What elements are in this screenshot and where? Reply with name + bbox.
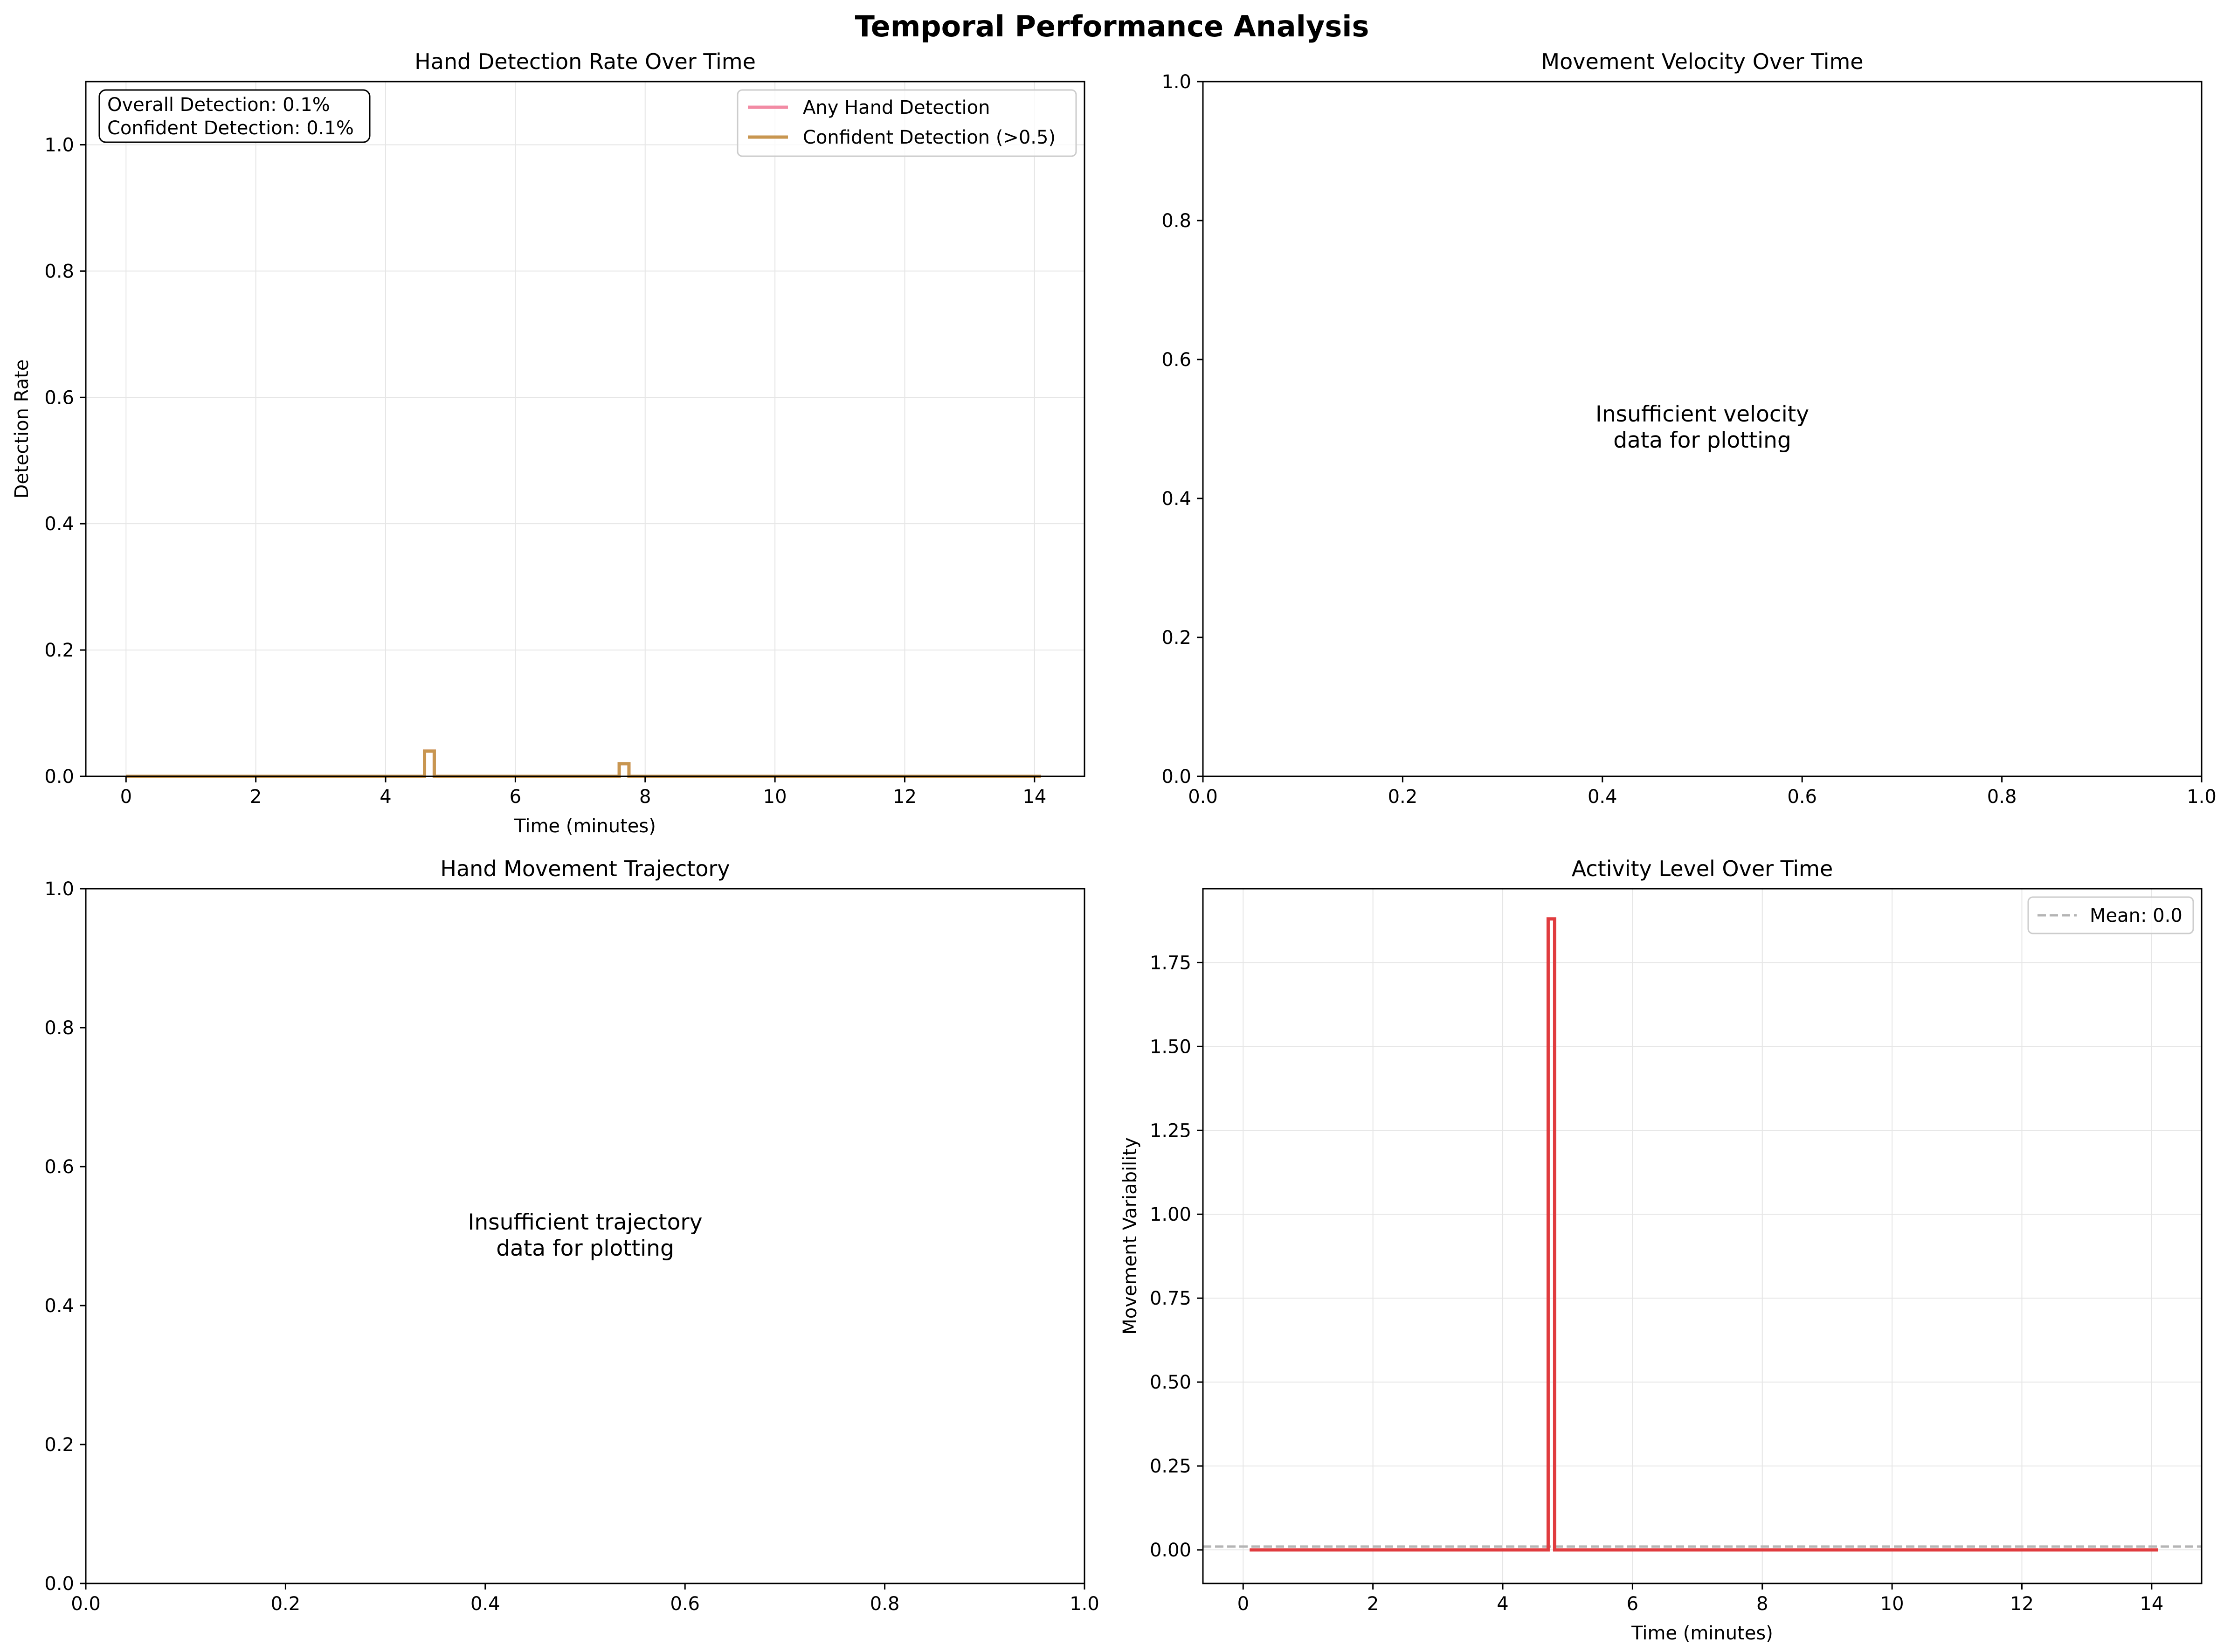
- y-tick-label: 0.6: [44, 1156, 74, 1178]
- detection-legend-frame: [737, 89, 1077, 157]
- velocity-message-line-2: data for plotting: [1613, 428, 1791, 453]
- x-tick-label: 1.0: [2187, 786, 2217, 808]
- x-tick-label: 8: [639, 786, 651, 808]
- activity-ylabel: Movement Variability: [1119, 1137, 1141, 1335]
- activity-ticks: 0 2 4 6 8 10 12 14 0.00 0.25 0.50 0.75 1.00 1.25 1.50 1…: [1150, 952, 2163, 1615]
- x-tick-label: 0.6: [670, 1593, 700, 1615]
- activity-grid: [1203, 889, 2202, 1583]
- trajectory-message-line-1: Insufficient trajectory: [468, 1210, 702, 1235]
- y-tick-label: 0.6: [44, 387, 74, 408]
- x-tick-label: 4: [1497, 1593, 1508, 1615]
- y-tick-label: 0.8: [44, 1017, 74, 1039]
- y-tick-label: 0.4: [1161, 488, 1191, 510]
- detection-grid: [86, 82, 1084, 777]
- y-tick-label: 0.0: [1161, 766, 1191, 788]
- legend-label-confident: Confident Detection (>0.5): [803, 127, 1056, 148]
- y-tick-label: 0.4: [44, 1295, 74, 1317]
- trajectory-axes-frame: [85, 888, 1085, 1584]
- y-tick-label: 1.50: [1150, 1036, 1191, 1058]
- activity-series: [1203, 917, 2202, 1552]
- x-tick-label: 0: [1237, 1593, 1249, 1615]
- series-line-activity: [1250, 917, 2158, 1552]
- panel-activity: Activity Level Over Time 0 2 4 6 8 10 12 14 0.00…: [1119, 856, 2203, 1644]
- x-tick-label: 12: [893, 786, 917, 808]
- x-tick-label: 0.4: [470, 1593, 500, 1615]
- activity-axes-frame: [1202, 888, 2203, 1584]
- y-tick-label: 0.0: [44, 1573, 74, 1595]
- velocity-ticks: 0.0 0.2 0.4 0.6 0.8 1.0 0.0 0.2 0.4 0.6 0.8 1.0: [1161, 71, 2216, 808]
- y-tick-label: 0.2: [1161, 627, 1191, 649]
- x-tick-label: 0.2: [1388, 786, 1418, 808]
- x-tick-label: 0.6: [1787, 786, 1817, 808]
- x-tick-label: 0.0: [71, 1593, 101, 1615]
- detection-stats-frame: [98, 89, 371, 143]
- x-tick-label: 1.0: [1070, 1593, 1099, 1615]
- y-tick-label: 1.0: [44, 134, 74, 156]
- detection-axes-frame: [85, 81, 1085, 777]
- detection-stat-confident: Confident Detection: 0.1%: [107, 118, 354, 139]
- x-tick-label: 0: [120, 786, 132, 808]
- x-tick-label: 0.0: [1188, 786, 1218, 808]
- detection-stats-box: Overall Detection: 0.1% Confident Detect…: [98, 89, 371, 143]
- series-line-any_hand: [126, 749, 1041, 778]
- figure-title: Temporal Performance Analysis: [855, 9, 1369, 43]
- x-tick-label: 0.2: [271, 1593, 301, 1615]
- panel-velocity: Movement Velocity Over Time 0.0 0.2 0.4 0.6…: [1161, 49, 2216, 808]
- x-tick-label: 6: [1627, 1593, 1638, 1615]
- detection-ticks: 0 2 4 6 8 10 12 14 0.0 0.2 0.4 0.6 0.8 1.0: [44, 134, 1046, 808]
- legend-label-any-hand: Any Hand Detection: [803, 97, 990, 118]
- velocity-axes-frame: [1202, 81, 2203, 777]
- panel-detection: Hand Detection Rate Over Time 0 2 4 6 8 10 12 1…: [11, 49, 1085, 837]
- x-tick-label: 10: [1880, 1593, 1904, 1615]
- y-tick-label: 1.00: [1150, 1204, 1191, 1225]
- y-tick-label: 1.0: [1161, 71, 1191, 93]
- x-tick-label: 12: [2010, 1593, 2034, 1615]
- x-tick-label: 4: [380, 786, 391, 808]
- x-tick-label: 8: [1756, 1593, 1768, 1615]
- y-tick-label: 0.50: [1150, 1372, 1191, 1393]
- x-tick-label: 6: [510, 786, 521, 808]
- detection-stat-overall: Overall Detection: 0.1%: [107, 94, 330, 116]
- detection-title: Hand Detection Rate Over Time: [414, 49, 756, 74]
- x-tick-label: 14: [2140, 1593, 2163, 1615]
- velocity-message-line-1: Insufficient velocity: [1595, 401, 1809, 427]
- trajectory-title: Hand Movement Trajectory: [440, 856, 730, 881]
- y-tick-label: 0.6: [1161, 349, 1191, 371]
- trajectory-message-line-2: data for plotting: [496, 1236, 674, 1261]
- y-tick-label: 1.75: [1150, 952, 1191, 974]
- trajectory-ticks: 0.0 0.2 0.4 0.6 0.8 1.0 0.0 0.2 0.4 0.6 0.8 1.0: [44, 878, 1099, 1615]
- velocity-title: Movement Velocity Over Time: [1541, 49, 1863, 74]
- x-tick-label: 2: [1367, 1593, 1379, 1615]
- detection-series: [126, 749, 1041, 778]
- x-tick-label: 0.4: [1588, 786, 1617, 808]
- y-tick-label: 0.2: [44, 1434, 74, 1456]
- x-tick-label: 14: [1022, 786, 1046, 808]
- y-tick-label: 1.0: [44, 878, 74, 900]
- y-tick-label: 0.25: [1150, 1456, 1191, 1477]
- activity-legend: Mean: 0.0: [2027, 896, 2194, 934]
- y-tick-label: 0.4: [44, 513, 74, 535]
- detection-ylabel: Detection Rate: [11, 359, 33, 499]
- detection-xlabel: Time (minutes): [514, 816, 656, 837]
- panel-trajectory: Hand Movement Trajectory 0.0 0.2 0.4 0.6 0.8…: [44, 856, 1099, 1615]
- x-tick-label: 0.8: [870, 1593, 900, 1615]
- y-tick-label: 0.00: [1150, 1540, 1191, 1561]
- detection-legend: Any Hand Detection Confident Detection (…: [737, 89, 1077, 157]
- y-tick-label: 0.8: [1161, 210, 1191, 232]
- y-tick-label: 1.25: [1150, 1120, 1191, 1141]
- y-tick-label: 0.75: [1150, 1288, 1191, 1309]
- x-tick-label: 10: [763, 786, 787, 808]
- y-tick-label: 0.8: [44, 261, 74, 282]
- activity-title: Activity Level Over Time: [1572, 856, 1833, 881]
- activity-legend-frame: [2027, 896, 2194, 934]
- series-line-confident: [126, 749, 1041, 778]
- x-tick-label: 0.8: [1987, 786, 2017, 808]
- x-tick-label: 2: [250, 786, 262, 808]
- legend-label-mean: Mean: 0.0: [2090, 905, 2183, 926]
- y-tick-label: 0.2: [44, 640, 74, 661]
- activity-xlabel: Time (minutes): [1631, 1623, 1773, 1644]
- y-tick-label: 0.0: [44, 766, 74, 788]
